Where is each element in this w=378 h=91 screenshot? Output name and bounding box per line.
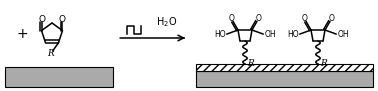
- Text: O: O: [38, 15, 45, 24]
- Text: OH: OH: [338, 30, 349, 39]
- Text: H$_2$O: H$_2$O: [156, 15, 178, 29]
- Text: HO: HO: [287, 30, 299, 39]
- Bar: [196, 64, 373, 71]
- Text: HO: HO: [214, 30, 226, 39]
- Bar: [196, 71, 373, 87]
- Text: R: R: [248, 59, 254, 68]
- Text: O: O: [59, 15, 66, 24]
- Text: O: O: [256, 14, 261, 23]
- Text: O: O: [229, 14, 234, 23]
- Bar: [5, 67, 113, 87]
- Text: R: R: [321, 59, 327, 68]
- Text: R: R: [48, 49, 54, 58]
- Text: O: O: [302, 14, 308, 23]
- Text: +: +: [16, 27, 28, 41]
- Text: O: O: [328, 14, 334, 23]
- Text: OH: OH: [265, 30, 276, 39]
